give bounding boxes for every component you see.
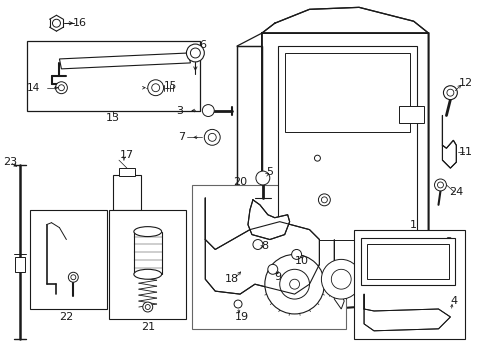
Text: 22: 22 xyxy=(59,312,73,322)
Bar xyxy=(366,243,448,279)
Circle shape xyxy=(234,300,242,308)
Circle shape xyxy=(59,85,64,91)
Circle shape xyxy=(190,48,200,58)
Polygon shape xyxy=(247,200,289,239)
Circle shape xyxy=(151,84,160,92)
Bar xyxy=(192,185,346,329)
Ellipse shape xyxy=(134,269,162,279)
Bar xyxy=(277,46,416,274)
Text: 17: 17 xyxy=(120,150,134,160)
Text: 18: 18 xyxy=(224,274,239,284)
Text: 3: 3 xyxy=(176,105,183,116)
Circle shape xyxy=(252,239,263,249)
Circle shape xyxy=(68,272,78,282)
Circle shape xyxy=(446,89,453,96)
Bar xyxy=(113,175,141,210)
Text: 11: 11 xyxy=(458,147,472,157)
Circle shape xyxy=(318,194,330,206)
Circle shape xyxy=(145,305,150,310)
Circle shape xyxy=(264,255,324,314)
Text: 5: 5 xyxy=(266,167,273,177)
Text: 2: 2 xyxy=(444,237,451,247)
Text: 16: 16 xyxy=(73,18,87,28)
Circle shape xyxy=(186,44,204,62)
Bar xyxy=(15,257,25,272)
Text: 19: 19 xyxy=(234,312,248,322)
Bar xyxy=(294,239,393,274)
Circle shape xyxy=(142,302,152,312)
Polygon shape xyxy=(237,46,262,289)
Circle shape xyxy=(202,105,214,117)
Circle shape xyxy=(443,86,456,100)
Polygon shape xyxy=(262,7,427,33)
Bar xyxy=(284,53,409,132)
Bar xyxy=(109,210,186,319)
Bar xyxy=(30,210,107,309)
Circle shape xyxy=(208,133,216,141)
Text: 1: 1 xyxy=(409,220,416,230)
Text: 24: 24 xyxy=(448,187,463,197)
Circle shape xyxy=(71,275,76,280)
Circle shape xyxy=(204,129,220,145)
Circle shape xyxy=(314,155,320,161)
Bar xyxy=(119,168,135,176)
Polygon shape xyxy=(442,116,455,168)
Text: 6: 6 xyxy=(199,40,205,50)
Circle shape xyxy=(434,179,446,191)
Bar xyxy=(360,238,454,285)
Circle shape xyxy=(331,269,350,289)
Circle shape xyxy=(289,279,299,289)
Circle shape xyxy=(255,171,269,185)
Text: 9: 9 xyxy=(274,272,281,282)
Text: 4: 4 xyxy=(450,296,457,306)
Text: 21: 21 xyxy=(141,322,155,332)
Polygon shape xyxy=(205,198,319,294)
Circle shape xyxy=(55,82,67,94)
Text: 15: 15 xyxy=(163,81,177,91)
Circle shape xyxy=(321,260,360,299)
Bar xyxy=(398,105,423,123)
Circle shape xyxy=(147,80,163,96)
Ellipse shape xyxy=(134,227,162,237)
Circle shape xyxy=(437,182,443,188)
Polygon shape xyxy=(334,239,344,309)
Text: 12: 12 xyxy=(458,78,472,88)
Text: 13: 13 xyxy=(106,113,120,123)
Bar xyxy=(27,41,200,111)
Text: 23: 23 xyxy=(3,157,17,167)
Circle shape xyxy=(52,19,61,27)
Text: 20: 20 xyxy=(232,177,246,187)
Circle shape xyxy=(321,197,326,203)
Text: 10: 10 xyxy=(294,256,308,266)
Text: 14: 14 xyxy=(26,83,40,93)
Polygon shape xyxy=(262,33,427,311)
Circle shape xyxy=(279,269,309,299)
Polygon shape xyxy=(60,53,190,69)
Circle shape xyxy=(291,249,301,260)
Circle shape xyxy=(267,264,277,274)
Bar xyxy=(353,230,464,339)
Text: 7: 7 xyxy=(178,132,185,142)
Polygon shape xyxy=(364,294,449,331)
Text: 8: 8 xyxy=(261,242,268,252)
